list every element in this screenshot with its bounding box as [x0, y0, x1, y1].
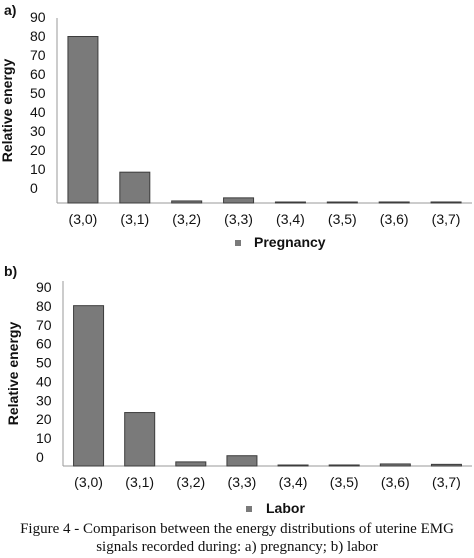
panel-a-y-tick-label: 20 — [30, 142, 46, 158]
panel-b-bar — [277, 464, 309, 467]
panel-a-y-axis-title: Relative energy — [0, 59, 15, 163]
panel-a-y-tick-label: 80 — [30, 28, 46, 44]
panel-b-bar — [379, 463, 411, 467]
panel-b-y-tick-label: 0 — [36, 449, 44, 465]
panel-a-x-tick-label: (3,5) — [328, 211, 357, 227]
panel-a-x-tick-label: (3,3) — [224, 211, 253, 227]
panel-b-x-tick-label: (3,2) — [176, 474, 205, 490]
panel-b-y-tick-label: 70 — [36, 317, 52, 333]
panel-b-y-tick-label: 80 — [36, 298, 52, 314]
panel-a-legend-marker — [235, 240, 241, 246]
panel-b-x-tick-label: (3,7) — [432, 474, 461, 490]
panel-b-bar — [124, 412, 156, 467]
panel-b-y-tick-label: 20 — [36, 411, 52, 427]
panel-b-y-tick-label: 40 — [36, 373, 52, 389]
panel-a-bar — [274, 201, 306, 204]
panel-a-bar — [67, 36, 99, 204]
panel-b-y-tick-label: 90 — [36, 279, 52, 295]
panel-b-y-tick-label: 30 — [36, 392, 52, 408]
panel-a-x-tick-label: (3,2) — [172, 211, 201, 227]
figure: a) 0 10 20 30 40 50 60 70 80 90 Relative energy (3,0… — [0, 2, 472, 516]
panel-b-legend-label: Labor — [266, 500, 305, 516]
panel-a-x-tick-label: (3,7) — [432, 211, 461, 227]
panel-b-y-tick-label: 60 — [36, 336, 52, 352]
panel-b-legend-marker — [246, 506, 252, 512]
panel-a-y-tick-label: 50 — [30, 85, 46, 101]
panel-a-x-tick-label: (3,4) — [276, 211, 305, 227]
panel-b-bar — [430, 463, 462, 467]
panel-a-legend-label: Pregnancy — [254, 234, 326, 250]
panel-a-y-tick-label: 40 — [30, 104, 46, 120]
panel-a-y-tick-label: 10 — [30, 161, 46, 177]
panel-a-bar — [223, 197, 255, 204]
panel-b-x-tick-label: (3,0) — [74, 474, 103, 490]
panel-a-label: a) — [4, 2, 16, 18]
panel-a-bar — [378, 201, 410, 204]
panel-b-y-axis-title: Relative energy — [5, 322, 21, 426]
panel-b-y-tick-label: 10 — [36, 430, 52, 446]
panel-b-y-tick-label: 50 — [36, 355, 52, 371]
panel-b-x-tick-label: (3,4) — [279, 474, 308, 490]
panel-b-x-tick-label: (3,6) — [381, 474, 410, 490]
panel-b-bar — [175, 461, 207, 467]
panel-b-bar — [73, 305, 105, 467]
panel-a-bar — [171, 200, 203, 204]
panel-a-y-tick-label: 70 — [30, 47, 46, 63]
panel-b-label: b) — [4, 263, 17, 279]
caption-line-2: signals recorded during: a) pregnancy; b… — [96, 539, 378, 555]
panel-b-x-tick-label: (3,3) — [228, 474, 257, 490]
panel-a-y-tick-label: 30 — [30, 123, 46, 139]
panel-a-y-tick-label: 90 — [30, 9, 46, 25]
panel-a-x-tick-label: (3,0) — [69, 211, 98, 227]
panel-b-bar — [226, 455, 258, 467]
panel-a-x-tick-label: (3,6) — [380, 211, 409, 227]
panel-b-x-tick-label: (3,1) — [125, 474, 154, 490]
panel-a-y-tick-label: 60 — [30, 66, 46, 82]
figure-caption: Figure 4 - Comparison between the energy… — [0, 520, 474, 558]
panel-a-bar — [430, 201, 462, 204]
panel-b-x-tick-label: (3,5) — [330, 474, 359, 490]
panel-a-bar — [326, 201, 358, 204]
panel-b-bar — [328, 464, 360, 467]
panel-a-x-tick-label: (3,1) — [120, 211, 149, 227]
panel-a-y-tick-label: 0 — [30, 180, 38, 196]
caption-line-1: Figure 4 - Comparison between the energy… — [20, 521, 454, 537]
panel-a-bar — [119, 171, 151, 204]
